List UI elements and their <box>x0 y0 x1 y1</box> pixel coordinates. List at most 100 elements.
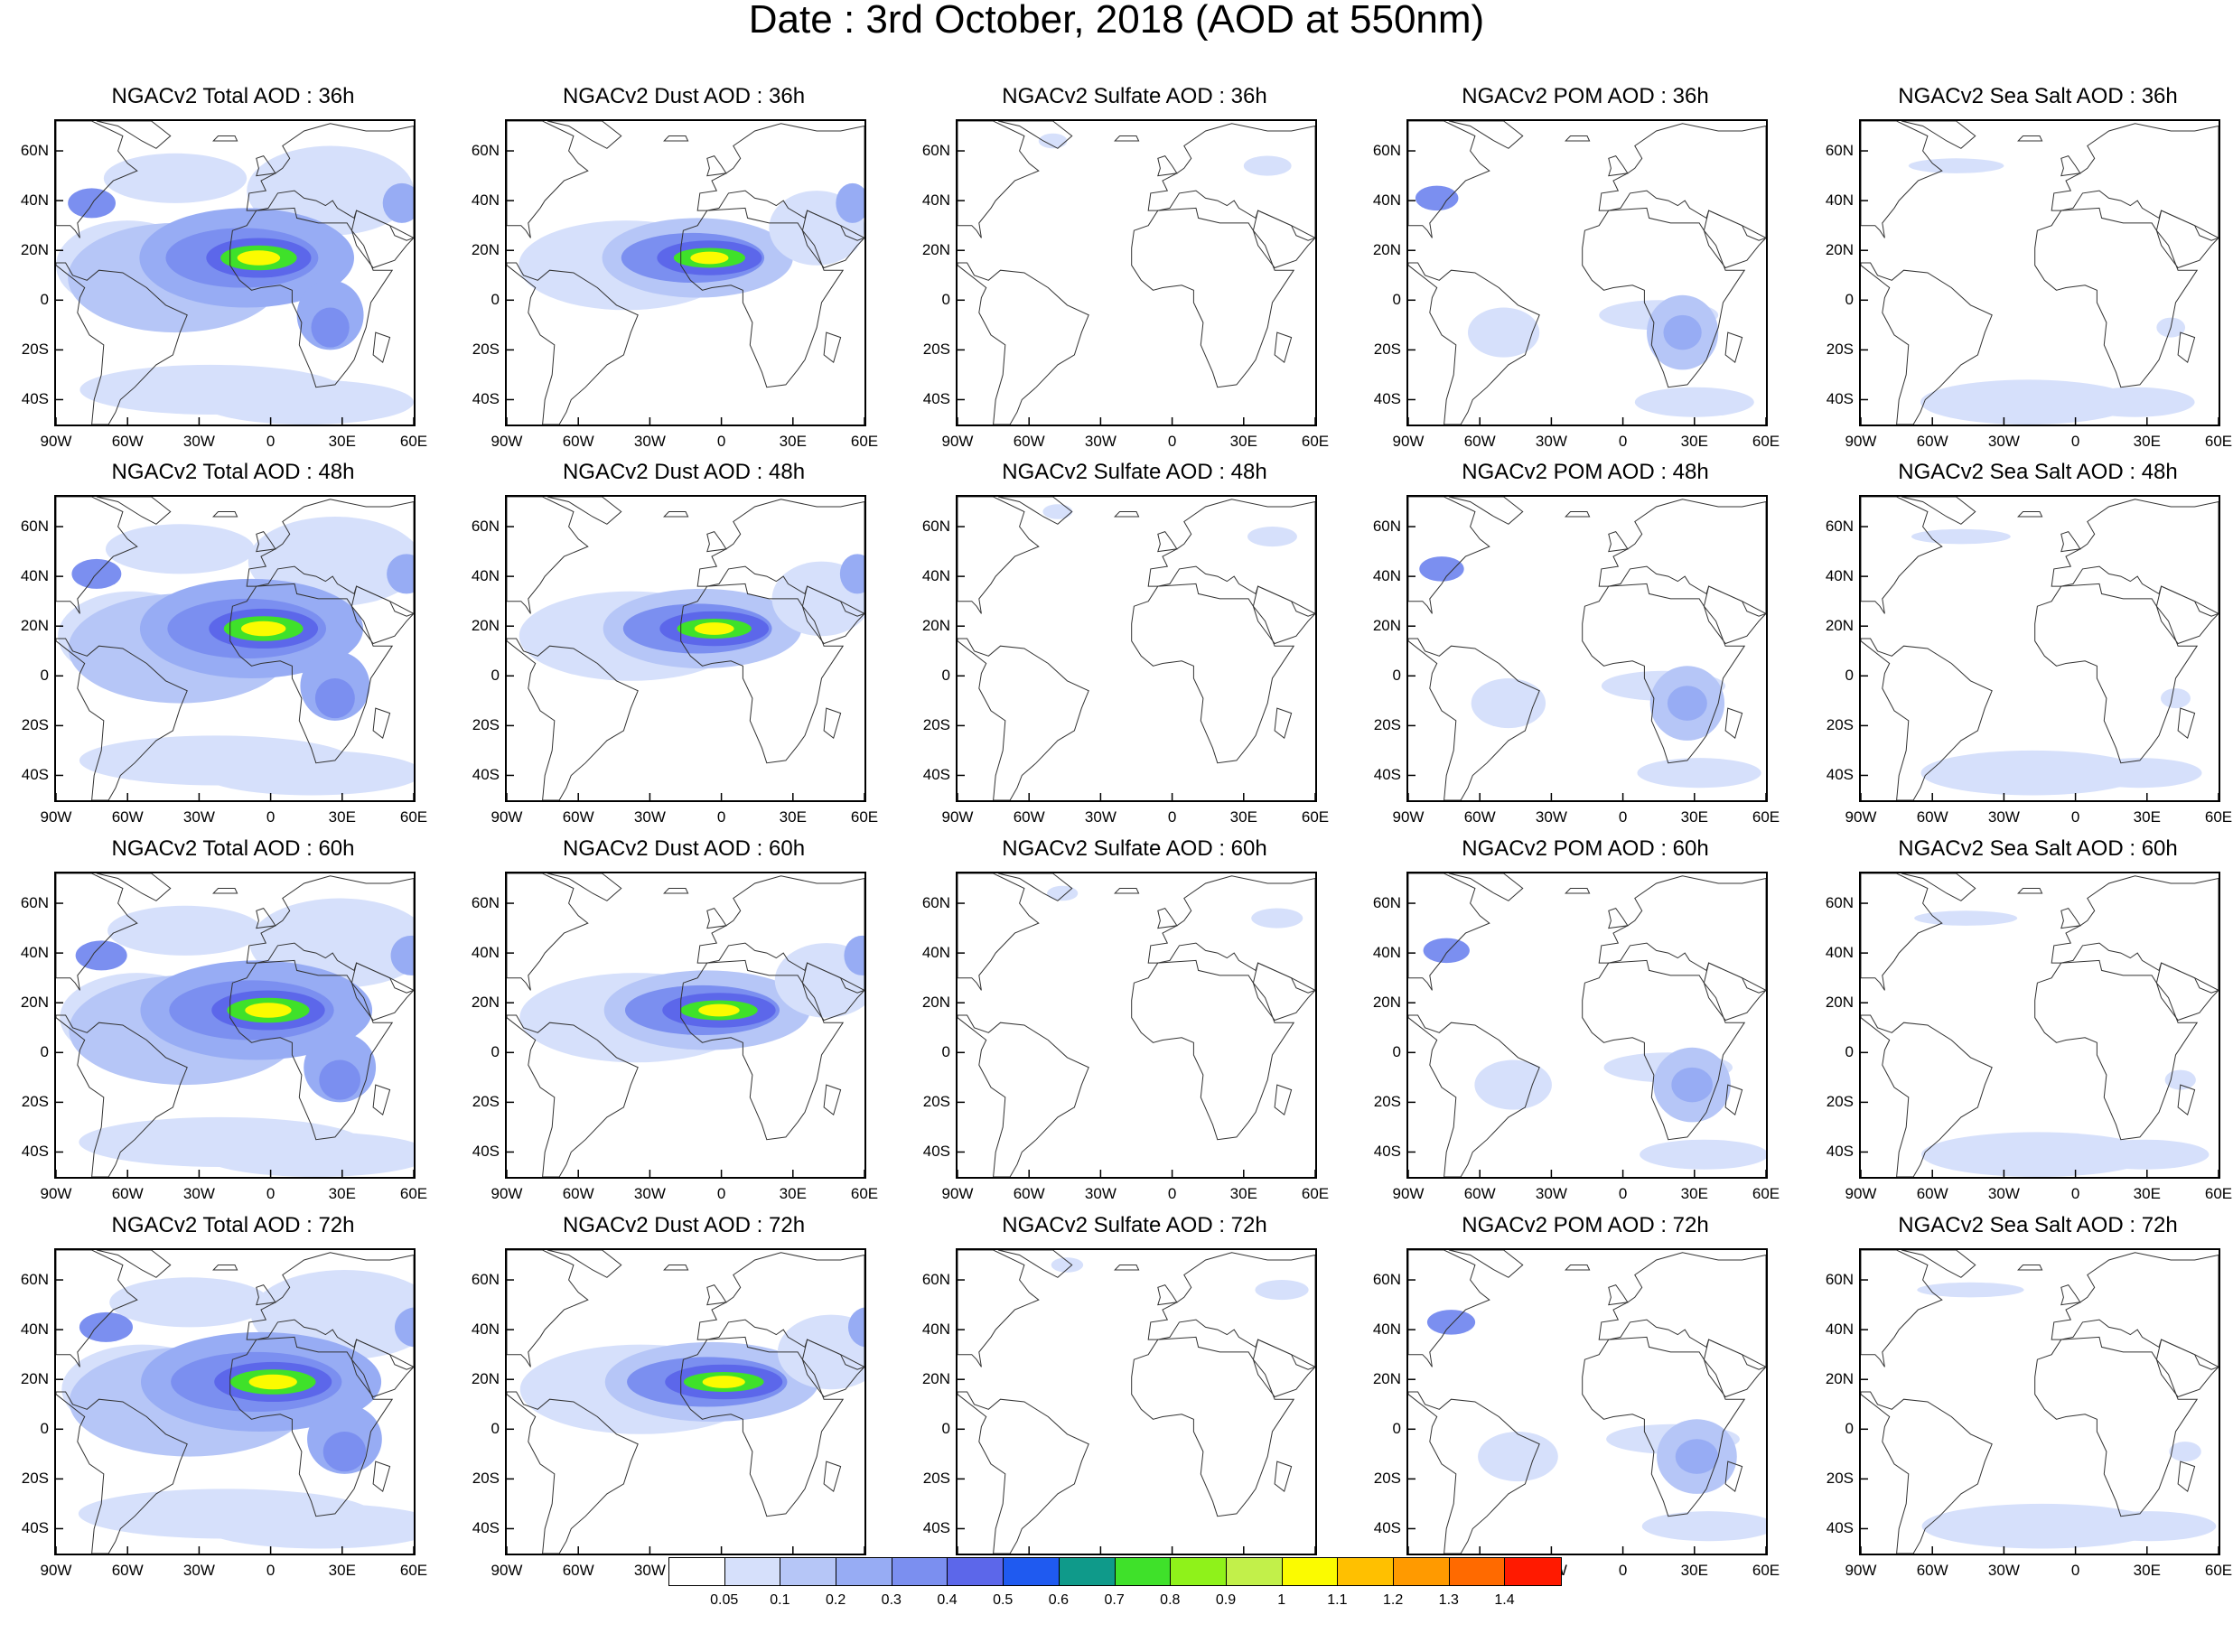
lat-tick-label: 40S <box>922 1519 950 1537</box>
aod-region <box>847 1307 864 1348</box>
panel-title-sea-salt-72h: NGACv2 Sea Salt AOD : 72h <box>1898 1213 2178 1237</box>
panel-title-sea-salt-48h: NGACv2 Sea Salt AOD : 48h <box>1898 460 2178 484</box>
lat-tick-label: 0 <box>941 667 950 685</box>
coastlines <box>1408 497 1766 800</box>
coastline <box>1147 499 1315 617</box>
lon-tick-label: 60W <box>1916 433 1948 450</box>
coastline <box>1157 1284 1178 1306</box>
lon-tick-label: 60E <box>1301 433 1330 450</box>
colorbar-label: 0.5 <box>993 1592 1014 1608</box>
coastline <box>1724 331 1743 363</box>
coastline <box>958 1014 1089 1177</box>
panel-title-dust-60h: NGACv2 Dust AOD : 60h <box>562 836 806 861</box>
lat-tick-label: 40S <box>922 390 950 408</box>
coastlines <box>507 497 864 800</box>
coastline <box>372 1461 391 1492</box>
lon-tick-label: 60E <box>399 808 428 826</box>
panel-title-sulfate-48h: NGACv2 Sulfate AOD : 48h <box>1002 460 1267 484</box>
lat-tick-label: 20S <box>1373 341 1401 359</box>
coastline <box>1724 1461 1743 1492</box>
lon-tick-label: 60W <box>111 1562 144 1579</box>
lat-tick-label: 40S <box>21 1143 49 1161</box>
lon-tick-label: 30W <box>182 433 215 450</box>
coastlines <box>56 873 414 1177</box>
lon-tick-label: 60E <box>1752 808 1780 826</box>
aod-region <box>319 1059 360 1100</box>
colorbar-swatch <box>669 1558 725 1585</box>
lon-tick-label: 60E <box>2204 433 2233 450</box>
coastlines <box>1408 1250 1766 1554</box>
colorbar-label: 0.2 <box>825 1592 846 1608</box>
colorbar-label: 1.3 <box>1438 1592 1459 1608</box>
lat-tick-label: 40N <box>471 191 500 210</box>
coastline <box>1582 959 1746 1141</box>
lat-tick-label: 0 <box>1845 1420 1854 1438</box>
coastline <box>663 135 689 142</box>
coastline <box>1408 1250 1490 1367</box>
lat-tick-label: 20S <box>1826 1093 1854 1111</box>
coastline <box>1274 1084 1293 1115</box>
colorbar <box>668 1557 1562 1586</box>
aod-field <box>1908 158 2195 425</box>
coastline <box>372 331 391 363</box>
lat-tick-label: 0 <box>1392 1420 1401 1438</box>
lat-tick-label: 60N <box>1372 1271 1401 1289</box>
lon-tick-label: 60W <box>1013 1185 1045 1202</box>
lat-tick-label: 40N <box>1825 191 1854 210</box>
lat-tick-label: 0 <box>491 667 500 685</box>
aod-field <box>1423 938 1766 1170</box>
lon-tick-label: 0 <box>1618 1185 1628 1202</box>
panel-title-pom-60h: NGACv2 POM AOD : 60h <box>1462 836 1709 861</box>
coastline <box>1147 875 1315 994</box>
aod-region <box>1921 1503 2163 1549</box>
coastline <box>547 873 622 901</box>
aod-region <box>1051 1257 1084 1273</box>
lon-tick-label: 60E <box>2204 1562 2233 1579</box>
lat-tick-label: 20N <box>921 617 950 635</box>
lat-tick-label: 20S <box>21 1093 49 1111</box>
aod-region <box>109 1277 270 1328</box>
lat-tick-label: 20N <box>921 241 950 259</box>
panel-title-sulfate-36h: NGACv2 Sulfate AOD : 36h <box>1002 84 1267 108</box>
aod-region <box>690 251 729 265</box>
lat-tick-label: 20S <box>922 1470 950 1488</box>
coastline <box>2177 331 2196 363</box>
coastline <box>2155 1339 2219 1398</box>
colorbar-label: 0.4 <box>937 1592 958 1608</box>
coastline <box>1598 875 1766 994</box>
aod-region <box>1251 908 1303 929</box>
coastline <box>958 638 1089 800</box>
panel-title-pom-48h: NGACv2 POM AOD : 48h <box>1462 460 1709 484</box>
coastline <box>2060 908 2081 929</box>
lon-tick-label: 60W <box>1463 808 1496 826</box>
lat-tick-label: 20S <box>1373 1470 1401 1488</box>
lon-tick-label: 30E <box>779 1185 807 1202</box>
lon-tick-label: 0 <box>2070 808 2080 826</box>
coastline <box>2034 583 2199 764</box>
lon-tick-label: 30E <box>2133 808 2161 826</box>
coastline <box>1582 207 1746 388</box>
aod-region <box>1634 387 1754 417</box>
panel-title-dust-48h: NGACv2 Dust AOD : 48h <box>562 460 806 484</box>
lon-tick-label: 90W <box>1845 808 1877 826</box>
colorbar-label: 1 <box>1277 1592 1286 1608</box>
aod-region <box>1419 556 1464 582</box>
coastline <box>2051 499 2219 617</box>
coastline <box>1608 1284 1629 1306</box>
colorbar-swatch <box>1171 1558 1227 1585</box>
lat-tick-label: 20N <box>1825 994 1854 1012</box>
coastline <box>2017 135 2043 142</box>
aod-region <box>248 1374 297 1390</box>
lon-tick-label: 30W <box>633 1185 666 1202</box>
lon-tick-label: 60W <box>562 1562 594 1579</box>
coastline <box>1598 123 1766 241</box>
lat-tick-label: 20S <box>1826 341 1854 359</box>
coastline <box>547 497 622 525</box>
lon-tick-label: 60W <box>1463 1185 1496 1202</box>
aod-field <box>1911 528 2202 796</box>
coastline <box>1901 121 1976 149</box>
lon-tick-label: 30W <box>1987 433 2020 450</box>
lon-tick-label: 60W <box>562 433 594 450</box>
coastline <box>801 585 864 645</box>
coastline <box>229 207 394 388</box>
